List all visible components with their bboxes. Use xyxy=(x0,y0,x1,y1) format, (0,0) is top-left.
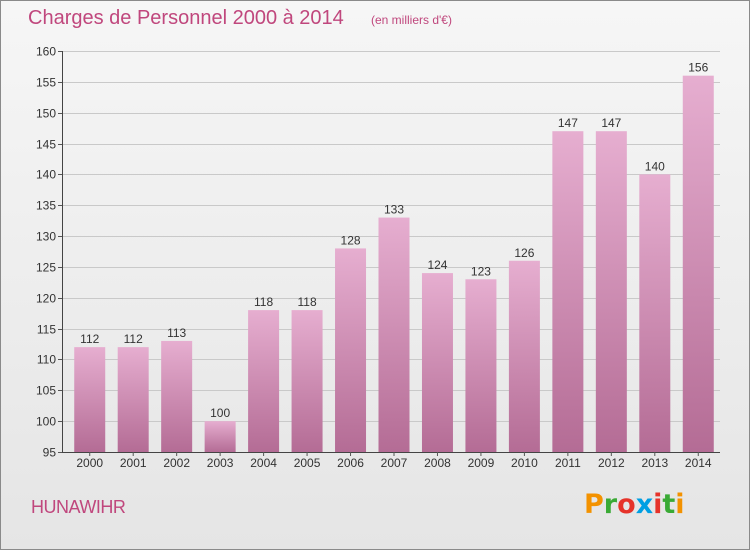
data-label: 126 xyxy=(514,246,534,260)
y-axis-ticks: 95 100 105 110 115 120 125 130 135 140 145 150 155 16… xyxy=(36,45,62,460)
data-label: 133 xyxy=(384,203,404,217)
data-label: 124 xyxy=(427,258,447,272)
data-label: 100 xyxy=(210,406,230,420)
x-tick-label: 2001 xyxy=(120,456,147,470)
data-label: 118 xyxy=(254,295,273,309)
chart-subtitle: (en milliers d'€) xyxy=(371,13,452,27)
bar xyxy=(335,248,367,452)
chart-title: Charges de Personnel 2000 à 2014 xyxy=(28,7,344,29)
data-label: 123 xyxy=(471,264,491,278)
data-label: 128 xyxy=(341,233,361,247)
logo-letter: P xyxy=(584,489,604,520)
y-tick-label: 140 xyxy=(36,168,56,182)
bar xyxy=(552,131,584,452)
data-labels: 112 112 113 100 118 118 128 133 124 123 126 147 147 1… xyxy=(80,61,708,420)
commune-name: HUNAWIHR xyxy=(31,497,126,517)
bar xyxy=(117,347,149,452)
x-tick-label: 2006 xyxy=(337,456,364,470)
y-tick-label: 145 xyxy=(36,138,56,152)
x-tick-label: 2008 xyxy=(424,456,451,470)
x-tick-label: 2000 xyxy=(76,456,103,470)
x-tick-label: 2007 xyxy=(381,456,408,470)
data-label: 140 xyxy=(645,159,665,173)
y-tick-label: 160 xyxy=(36,45,56,59)
bar xyxy=(639,174,671,452)
x-tick-label: 2011 xyxy=(555,456,581,470)
y-tick-label: 100 xyxy=(36,415,56,429)
x-tick-label: 2014 xyxy=(685,456,712,470)
x-tick-label: 2005 xyxy=(294,456,321,470)
y-tick-label: 135 xyxy=(36,199,56,213)
data-label: 147 xyxy=(558,116,578,130)
bars xyxy=(74,75,714,452)
logo-letter: i xyxy=(675,489,685,520)
bar xyxy=(291,310,323,452)
bar xyxy=(508,260,540,452)
x-tick-label: 2009 xyxy=(468,456,495,470)
y-tick-label: 115 xyxy=(37,323,56,337)
y-tick-label: 125 xyxy=(36,261,56,275)
data-label: 156 xyxy=(688,61,708,75)
x-tick-label: 2002 xyxy=(163,456,190,470)
bar xyxy=(161,340,193,452)
bar xyxy=(74,347,106,452)
x-tick-label: 2010 xyxy=(511,456,538,470)
axes xyxy=(62,51,720,453)
logo-letter: o xyxy=(617,489,636,520)
x-tick-label: 2003 xyxy=(207,456,234,470)
y-tick-label: 120 xyxy=(36,292,56,306)
bar xyxy=(248,310,280,452)
bar xyxy=(421,273,453,452)
bar xyxy=(465,279,497,452)
data-label: 147 xyxy=(601,116,621,130)
data-label: 112 xyxy=(124,332,143,346)
data-label: 113 xyxy=(167,326,186,340)
bar xyxy=(682,75,714,452)
bar xyxy=(595,131,627,452)
x-axis-ticks: 2000 2001 2002 2003 2004 2005 2006 2007 2008 2009… xyxy=(76,452,712,470)
y-tick-label: 150 xyxy=(36,107,56,121)
x-tick-label: 2004 xyxy=(250,456,277,470)
y-tick-label: 130 xyxy=(36,230,56,244)
x-tick-label: 2013 xyxy=(641,456,668,470)
logo-letter: i xyxy=(653,489,663,520)
logo-letter: t xyxy=(662,489,676,520)
y-tick-label: 110 xyxy=(37,353,56,367)
logo-letter: x xyxy=(635,489,654,520)
y-tick-label: 95 xyxy=(43,446,57,460)
data-label: 118 xyxy=(297,295,316,309)
x-tick-label: 2012 xyxy=(598,456,625,470)
bar xyxy=(378,217,410,452)
bar xyxy=(204,421,236,452)
y-tick-label: 105 xyxy=(36,384,56,398)
data-label: 112 xyxy=(80,332,99,346)
proxiti-logo: Proxiti xyxy=(584,489,685,520)
y-tick-label: 155 xyxy=(36,76,56,90)
logo-letter: r xyxy=(603,489,618,520)
